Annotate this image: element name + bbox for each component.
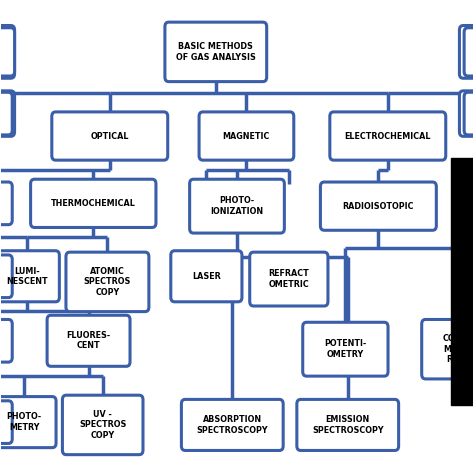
FancyBboxPatch shape (330, 112, 446, 160)
Text: ABSORPTION
SPECTROSCOPY: ABSORPTION SPECTROSCOPY (197, 415, 268, 435)
Text: UV -
SPECTROS
COPY: UV - SPECTROS COPY (79, 410, 127, 440)
Text: ELECTROCHEMICAL: ELECTROCHEMICAL (345, 131, 431, 140)
FancyBboxPatch shape (165, 22, 267, 82)
FancyBboxPatch shape (66, 252, 149, 311)
FancyBboxPatch shape (52, 112, 168, 160)
Text: OPTICAL: OPTICAL (91, 131, 129, 140)
FancyBboxPatch shape (250, 252, 328, 306)
FancyBboxPatch shape (0, 251, 59, 302)
Text: MAGNETIC: MAGNETIC (223, 131, 270, 140)
FancyBboxPatch shape (464, 28, 474, 76)
Text: POTENTI-
OMETRY: POTENTI- OMETRY (324, 339, 366, 359)
FancyBboxPatch shape (459, 26, 474, 78)
Text: COU-
MET-
RIC: COU- MET- RIC (443, 334, 465, 364)
FancyBboxPatch shape (0, 92, 12, 135)
FancyBboxPatch shape (0, 91, 15, 137)
FancyBboxPatch shape (459, 91, 474, 137)
FancyBboxPatch shape (297, 400, 399, 450)
FancyBboxPatch shape (63, 395, 143, 455)
Text: EMISSION
SPECTROSCOPY: EMISSION SPECTROSCOPY (312, 415, 383, 435)
Bar (451, 158, 473, 405)
Text: BASIC METHODS
OF GAS ANALYSIS: BASIC METHODS OF GAS ANALYSIS (176, 42, 256, 62)
FancyBboxPatch shape (0, 319, 12, 362)
Text: LASER: LASER (192, 272, 221, 281)
FancyBboxPatch shape (303, 322, 388, 376)
Text: ATOMIC
SPECTROS
COPY: ATOMIC SPECTROS COPY (84, 267, 131, 297)
FancyBboxPatch shape (0, 255, 12, 298)
FancyBboxPatch shape (182, 400, 283, 450)
FancyBboxPatch shape (0, 397, 56, 447)
Text: RADIOISOTOPIC: RADIOISOTOPIC (343, 201, 414, 210)
Text: REFRACT
OMETRIC: REFRACT OMETRIC (268, 269, 309, 289)
FancyBboxPatch shape (47, 315, 130, 366)
FancyBboxPatch shape (0, 182, 12, 225)
FancyBboxPatch shape (190, 179, 284, 233)
Text: THERMOCHEMICAL: THERMOCHEMICAL (51, 199, 136, 208)
FancyBboxPatch shape (199, 112, 294, 160)
FancyBboxPatch shape (464, 92, 474, 135)
FancyBboxPatch shape (31, 179, 156, 228)
Text: FLUORES-
CENT: FLUORES- CENT (66, 331, 110, 350)
Text: PHOTO-
IONIZATION: PHOTO- IONIZATION (210, 196, 264, 216)
FancyBboxPatch shape (0, 401, 12, 444)
FancyBboxPatch shape (0, 26, 15, 78)
FancyBboxPatch shape (0, 28, 15, 76)
FancyBboxPatch shape (171, 251, 242, 302)
FancyBboxPatch shape (320, 182, 437, 230)
FancyBboxPatch shape (422, 319, 474, 379)
Text: LUMI-
NESCENT: LUMI- NESCENT (7, 266, 48, 286)
Text: PHOTO-
METRY: PHOTO- METRY (7, 412, 42, 432)
